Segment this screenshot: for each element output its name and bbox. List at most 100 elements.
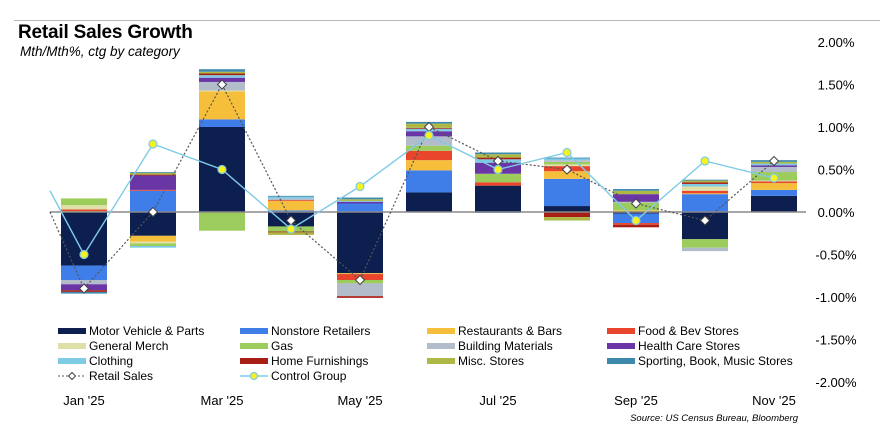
retail-sales-marker xyxy=(354,274,366,286)
y-tick-label: -1.00% xyxy=(815,290,857,305)
bar-segment xyxy=(268,210,314,212)
y-tick-label: 0.50% xyxy=(818,163,855,178)
bar-segment xyxy=(544,161,590,165)
x-tick-label: Nov '25 xyxy=(752,393,796,408)
y-tick-label: 1.00% xyxy=(818,120,855,135)
bar-segment xyxy=(130,190,176,212)
control-group-marker xyxy=(148,139,158,149)
y-tick-label: 2.00% xyxy=(818,35,855,50)
bar-segment xyxy=(682,179,728,181)
bar-segment xyxy=(682,194,728,212)
bar-segment xyxy=(682,180,728,183)
legend-label: Home Furnishings xyxy=(271,354,369,368)
legend-swatch xyxy=(607,328,635,334)
bar-segment xyxy=(130,189,176,191)
bar-segment xyxy=(199,75,245,78)
bar-segment xyxy=(199,119,245,127)
chart-title: Retail Sales Growth xyxy=(18,22,193,43)
control-group-marker xyxy=(562,147,572,158)
control-group-marker xyxy=(493,164,503,175)
legend-swatch xyxy=(240,343,268,349)
x-axis-ticks: Jan '25 Mar '25 May '25 Jul '25 Sep '25 Nov '… xyxy=(63,393,796,408)
bar-segment xyxy=(544,157,590,159)
bar-segment xyxy=(475,173,521,183)
retail-sales-marker xyxy=(147,206,159,218)
bar-segment xyxy=(613,224,659,228)
bar-segment xyxy=(613,190,659,195)
legend-label: Retail Sales xyxy=(89,369,154,383)
y-tick-label: 1.50% xyxy=(818,78,855,93)
x-tick-label: May '25 xyxy=(337,393,382,408)
bar-segment xyxy=(130,243,176,246)
legend-swatch xyxy=(58,358,86,364)
bar-segment xyxy=(613,194,659,202)
legend-swatch xyxy=(58,343,86,349)
legend-label: Gas xyxy=(271,339,294,353)
bar-segment xyxy=(61,205,107,210)
bar-segment xyxy=(751,183,797,190)
y-tick-label: 0.00% xyxy=(818,205,855,220)
legend-item: Home Furnishings xyxy=(240,354,368,368)
control-group-legend-icon xyxy=(240,371,268,381)
bar-segment xyxy=(337,203,383,212)
bar-segment xyxy=(406,170,452,193)
bar-segment xyxy=(682,186,728,191)
bar-segment xyxy=(337,197,383,200)
bar-segment xyxy=(613,210,659,212)
x-tick-label: Sep '25 xyxy=(614,393,658,408)
bar-segment xyxy=(337,199,383,201)
bar-segment xyxy=(199,71,245,74)
bar-segment xyxy=(130,241,176,244)
legend-label: Restaurants & Bars xyxy=(458,324,563,338)
bar-segment xyxy=(475,182,521,186)
legend-swatch xyxy=(427,343,455,349)
control-group-marker xyxy=(631,215,641,226)
bar-segment xyxy=(682,182,728,184)
legend-item: Sporting, Book, Music Stores xyxy=(607,354,793,368)
bar-segment xyxy=(682,239,728,248)
retail-sales-marker xyxy=(699,215,711,226)
bar-segment xyxy=(751,195,797,212)
legend-label: Sporting, Book, Music Stores xyxy=(638,354,793,368)
line-series xyxy=(49,79,780,294)
bar-segment xyxy=(130,235,176,242)
legend-item: Retail Sales xyxy=(58,369,153,383)
bar-segment xyxy=(682,190,728,194)
bar-segment xyxy=(199,212,245,231)
legend-item: Control Group xyxy=(240,369,346,383)
retail-sales-marker xyxy=(768,155,780,167)
bar-segment xyxy=(268,198,314,201)
retail-sales-marker xyxy=(630,198,642,209)
legend-item: Clothing xyxy=(58,354,133,368)
bar-segment xyxy=(475,152,521,155)
legend-swatch xyxy=(58,328,86,334)
bar-segment xyxy=(406,145,452,151)
bar-segment xyxy=(61,265,107,280)
x-tick-label: Mar '25 xyxy=(201,393,244,408)
bar-segment xyxy=(199,69,245,72)
bar-segment xyxy=(337,283,383,297)
legend-label: Motor Vehicle & Parts xyxy=(89,324,205,338)
bar-segment xyxy=(268,200,314,201)
bar-segment xyxy=(199,90,245,92)
legend-item: Restaurants & Bars xyxy=(427,324,562,338)
bar-segment xyxy=(337,201,383,204)
bar-segment xyxy=(751,166,797,173)
legend-item: Building Materials xyxy=(427,339,553,353)
control-group-marker xyxy=(700,156,710,166)
y-tick-label: -0.50% xyxy=(815,248,857,263)
bar-segment xyxy=(130,172,176,175)
legend-swatch xyxy=(607,358,635,364)
bar-segment xyxy=(61,209,107,212)
bar-segment xyxy=(337,200,383,202)
bar-segment xyxy=(130,172,176,173)
bar-segment xyxy=(682,193,728,195)
legend-label: Nonstore Retailers xyxy=(271,324,371,338)
retail-sales-legend-icon xyxy=(58,371,86,381)
top-rule xyxy=(14,20,880,21)
legend-label: Clothing xyxy=(89,354,134,368)
bar-segment xyxy=(268,200,314,211)
bar-segment xyxy=(682,183,728,187)
bar-segment xyxy=(61,280,107,285)
chart-subtitle: Mth/Mth%, ctg by category xyxy=(20,44,180,59)
